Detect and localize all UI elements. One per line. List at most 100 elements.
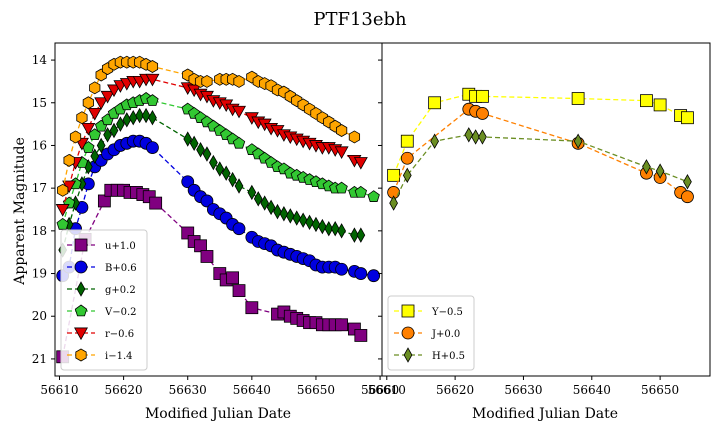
data-point	[128, 109, 138, 126]
data-point	[63, 153, 75, 167]
data-point	[146, 141, 159, 154]
data-point	[354, 185, 368, 198]
series-line	[393, 108, 688, 198]
data-point	[146, 94, 159, 106]
x-tick-label: 56650	[297, 383, 335, 397]
data-point	[181, 175, 195, 189]
data-point	[253, 191, 263, 207]
data-point	[356, 227, 366, 243]
legend: Y−0.5 J+0.0 H+0.5	[387, 295, 475, 371]
data-point	[96, 137, 106, 154]
legend-marker	[76, 281, 86, 297]
legend-marker	[74, 260, 88, 274]
y-tick-label: 18	[32, 224, 47, 238]
data-point	[400, 151, 414, 165]
legend-marker	[401, 326, 415, 340]
data-point	[428, 96, 442, 110]
data-point	[640, 94, 653, 108]
data-point	[573, 133, 583, 149]
legend-entry: B+0.6	[67, 260, 137, 274]
legend-marker	[75, 348, 87, 362]
data-point	[55, 204, 70, 217]
legend-label: g+0.2	[105, 285, 136, 296]
data-point	[82, 96, 94, 110]
y-tick-label: 16	[32, 138, 47, 152]
data-point	[318, 218, 327, 235]
x-tick-label: 56610	[40, 383, 78, 397]
data-point	[273, 203, 282, 220]
data-point	[354, 267, 368, 280]
legend-entry: i−1.4	[67, 348, 132, 362]
data-point	[107, 84, 121, 98]
series-i−1.4	[57, 55, 361, 197]
data-point	[57, 183, 69, 197]
data-point	[330, 220, 340, 237]
y-tick-label: 15	[32, 96, 47, 110]
data-point	[232, 105, 246, 119]
x-axis: 56610 56620 56630 56640 56650	[368, 376, 679, 397]
data-point	[232, 136, 246, 149]
data-point	[200, 250, 214, 263]
near-infrared-panel: 56610 56620 56630 56640 56650 Y−0.5 J+0.0 H+0.5	[368, 42, 711, 397]
x-tick-label: 56640	[573, 383, 611, 397]
legend-label: Y−0.5	[431, 307, 463, 318]
figure-title: PTF13ebh	[313, 9, 407, 30]
data-point	[69, 130, 82, 144]
data-point	[146, 60, 159, 73]
data-point	[141, 107, 151, 124]
x-tick-label: 56620	[105, 383, 143, 397]
data-point	[234, 178, 244, 194]
series-H+0.5	[389, 127, 692, 211]
series-g+0.2	[58, 107, 366, 258]
legend-label: B+0.6	[105, 263, 137, 274]
data-point	[87, 108, 102, 121]
series-r−0.6	[55, 73, 368, 217]
legend-label: V−0.2	[104, 307, 137, 318]
data-point	[335, 181, 348, 194]
data-point	[476, 107, 489, 120]
data-point	[348, 130, 361, 144]
legend-label: i−1.4	[105, 351, 132, 362]
data-point	[201, 74, 213, 88]
y-tick-label: 17	[32, 181, 47, 195]
x-tick-label: 56630	[504, 383, 542, 397]
data-point	[247, 184, 257, 201]
data-point	[245, 301, 259, 315]
data-point	[476, 89, 489, 103]
data-point	[226, 271, 240, 285]
data-point	[90, 148, 100, 164]
data-point	[353, 157, 368, 170]
legend-marker	[401, 304, 415, 318]
data-point	[681, 190, 694, 204]
series-J+0.0	[387, 102, 694, 204]
legend-label: u+1.0	[105, 241, 136, 252]
data-point	[56, 217, 69, 230]
legend-entry: J+0.0	[394, 326, 460, 340]
data-point	[266, 199, 276, 216]
plot-area	[55, 55, 381, 364]
data-point	[324, 220, 334, 237]
data-point	[292, 210, 302, 226]
legend-label: r−0.6	[105, 329, 134, 340]
left-x-axis-label: Modified Julian Date	[145, 406, 291, 422]
data-point	[196, 142, 205, 158]
data-point	[350, 227, 359, 243]
data-point	[279, 206, 289, 222]
x-tick-label: 56630	[169, 383, 207, 397]
data-point	[285, 208, 295, 224]
legend-marker	[74, 238, 88, 252]
axes-frame	[381, 42, 711, 377]
y-axis	[378, 59, 382, 360]
data-point	[221, 165, 231, 181]
y-tick-label: 14	[32, 53, 48, 67]
data-point	[642, 159, 651, 175]
data-point	[97, 194, 111, 208]
x-tick-label: 56650	[641, 383, 679, 397]
series-V−0.2	[56, 92, 380, 230]
legend: u+1.0 B+0.6 g+0.2 V−0.2 r−0.6 i−1.4	[60, 229, 148, 371]
data-point	[194, 239, 207, 253]
data-point	[337, 223, 346, 239]
right-x-axis-label: Modified Julian Date	[472, 406, 618, 422]
y-tick-label: 21	[32, 352, 47, 366]
